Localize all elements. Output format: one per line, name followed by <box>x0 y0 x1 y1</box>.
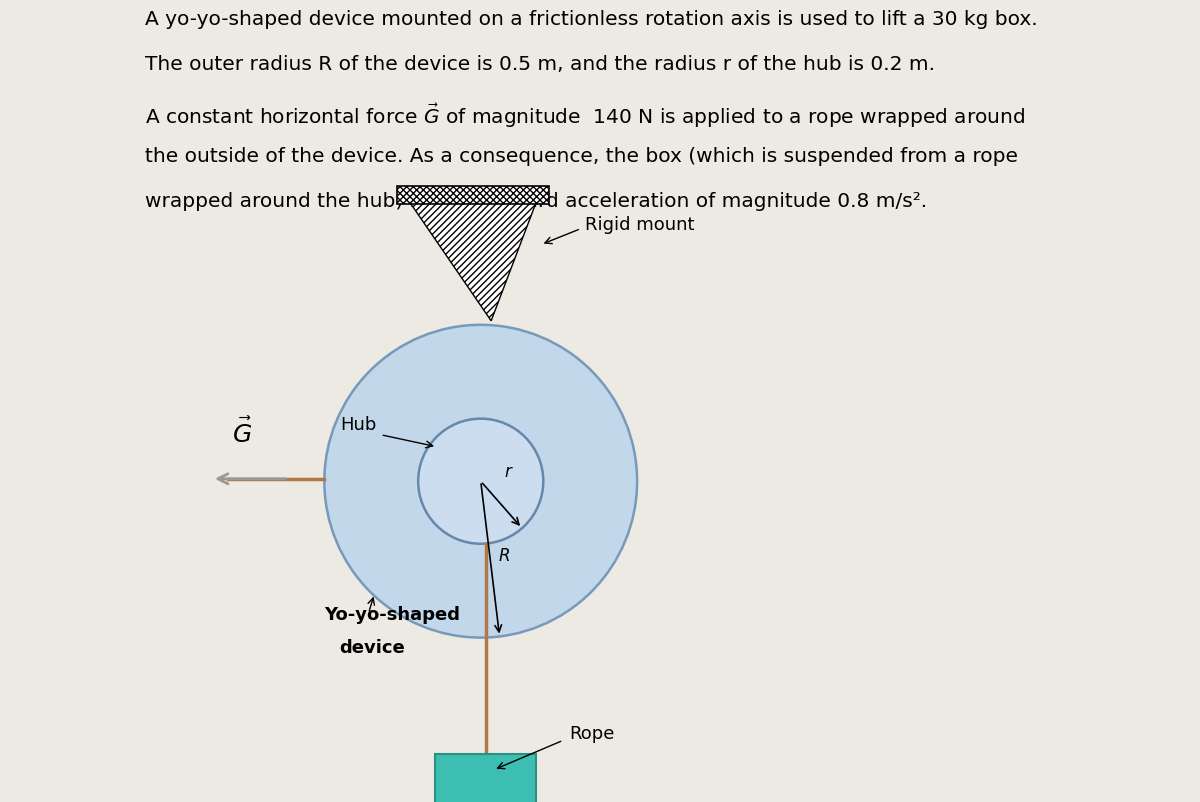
Circle shape <box>418 419 544 544</box>
Bar <box>396 186 548 204</box>
Bar <box>436 754 535 802</box>
Text: Hub: Hub <box>340 416 377 434</box>
Text: $\vec{G}$: $\vec{G}$ <box>232 419 252 448</box>
Text: Rigid mount: Rigid mount <box>584 216 695 233</box>
Text: the outside of the device. As a consequence, the box (which is suspended from a : the outside of the device. As a conseque… <box>145 147 1019 166</box>
Polygon shape <box>408 200 536 321</box>
Text: R: R <box>498 547 510 565</box>
Text: wrapped around the hub) has an upward acceleration of magnitude 0.8 m/s².: wrapped around the hub) has an upward ac… <box>145 192 928 212</box>
Text: device: device <box>338 639 404 657</box>
Text: Rope: Rope <box>570 725 616 743</box>
Text: A yo-yo-shaped device mounted on a frictionless rotation axis is used to lift a : A yo-yo-shaped device mounted on a frict… <box>145 10 1038 29</box>
Text: A constant horizontal force $\vec{G}$ of magnitude  140 N is applied to a rope w: A constant horizontal force $\vec{G}$ of… <box>145 101 1026 130</box>
Text: The outer radius R of the device is 0.5 m, and the radius r of the hub is 0.2 m.: The outer radius R of the device is 0.5 … <box>145 55 936 75</box>
Circle shape <box>324 325 637 638</box>
Text: Yo-yo-shaped: Yo-yo-shaped <box>324 606 461 623</box>
Text: r: r <box>504 463 511 481</box>
